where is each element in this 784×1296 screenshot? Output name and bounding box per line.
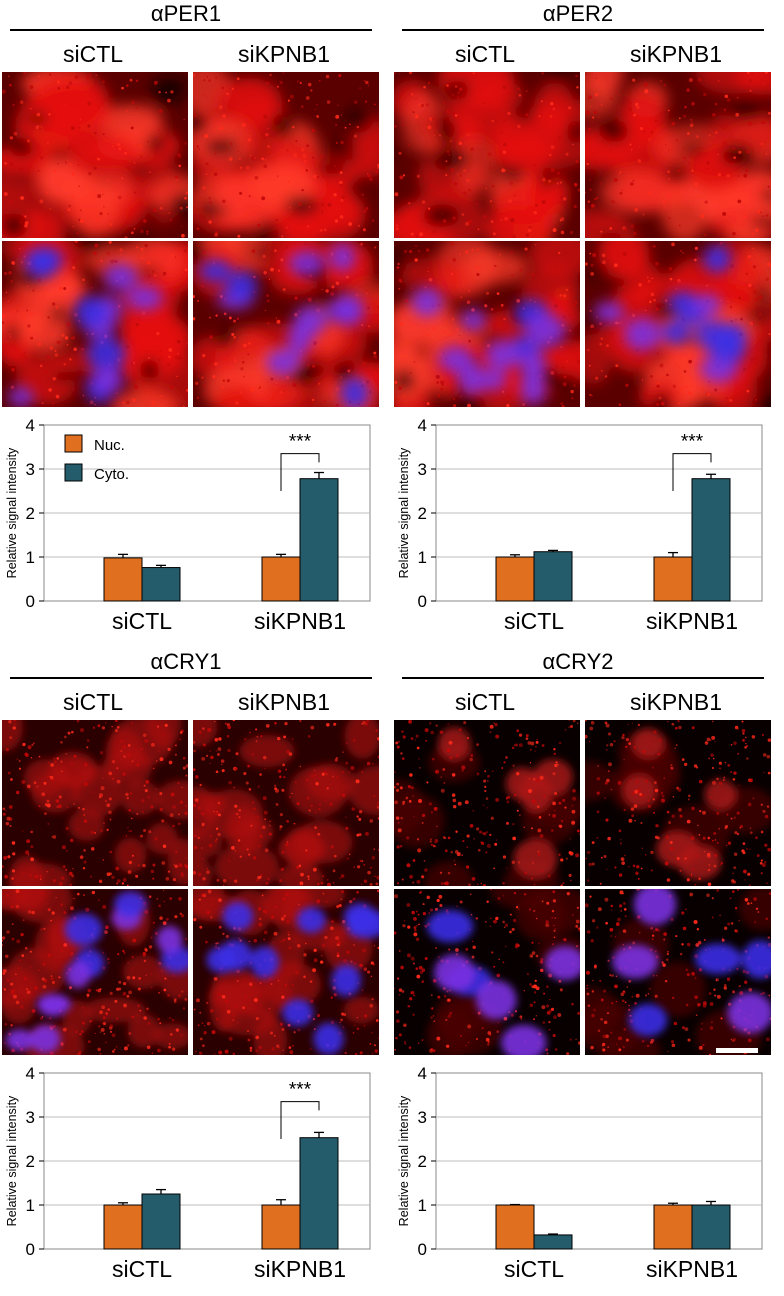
condition-label-sikpnb1: siKPNB1: [237, 41, 331, 67]
x-category-label: siCTL: [504, 608, 564, 634]
bar-cyto-sictl: [141, 1193, 181, 1250]
panel-title: αPER1: [150, 1, 222, 26]
x-category-label: siKPNB1: [254, 1256, 346, 1282]
micrograph-red-sictl: [394, 72, 580, 238]
micrograph-merge-sikpnb1: [585, 889, 771, 1055]
y-tick-label: 3: [26, 1108, 35, 1127]
title-rule: [10, 29, 372, 31]
significance-stars: ***: [289, 1080, 312, 1101]
y-tick-label: 3: [26, 460, 35, 479]
title-rule: [402, 29, 764, 31]
title-rule: [10, 677, 372, 679]
significance-stars: ***: [681, 432, 704, 453]
bar-cyto-sictl: [533, 551, 573, 602]
micrograph-red-sictl: [2, 720, 188, 886]
panel-cry2: αCRY2 siCTL siKPNB1 0 1 2 3 4 Relative signal…: [392, 648, 784, 1296]
y-tick-label: 4: [26, 1064, 35, 1083]
x-category-label: siKPNB1: [646, 1256, 738, 1282]
bar-chart: 0 1 2 3 4 Relative signal intensity siCTL siKPN…: [0, 410, 392, 648]
panel-title: αCRY2: [542, 649, 614, 674]
condition-label-sictl: siCTL: [454, 41, 516, 67]
x-category-label: siKPNB1: [646, 608, 738, 634]
scale-bar: [716, 1048, 758, 1053]
y-tick-label: 2: [418, 1152, 427, 1171]
y-tick-label: 4: [418, 416, 427, 435]
micrograph-merge-sictl: [2, 241, 188, 407]
significance-bracket: [280, 1101, 320, 1139]
y-tick-label: 2: [418, 504, 427, 523]
x-category-label: siKPNB1: [254, 608, 346, 634]
y-tick-label: 2: [26, 1152, 35, 1171]
condition-label-sikpnb1: siKPNB1: [629, 689, 723, 715]
panel-per1: αPER1 siCTL siKPNB1 0 1 2 3 4 Relative signal…: [0, 0, 392, 648]
bar-nuc-sikpnb1: [653, 1204, 693, 1250]
bar-cyto-sictl: [533, 1234, 573, 1250]
y-axis-label: Relative signal intensity: [397, 447, 411, 578]
y-tick-label: 0: [26, 1240, 35, 1259]
significance-stars: ***: [289, 432, 312, 453]
y-tick-label: 0: [26, 592, 35, 611]
micrograph-merge-sikpnb1: [193, 241, 379, 407]
y-tick-label: 4: [26, 416, 35, 435]
condition-label-sikpnb1: siKPNB1: [629, 41, 723, 67]
y-tick-label: 2: [26, 504, 35, 523]
micrograph-merge-sikpnb1: [193, 889, 379, 1055]
micrograph-merge-sictl: [394, 241, 580, 407]
significance-bracket: [672, 453, 712, 491]
bar-chart: 0 1 2 3 4 Relative signal intensity siCTL siKPN…: [0, 1058, 392, 1296]
bar-nuc-sikpnb1: [261, 1204, 301, 1250]
micrograph-red-sikpnb1: [193, 72, 379, 238]
x-category-label: siCTL: [112, 1256, 172, 1282]
panel-cry1: αCRY1 siCTL siKPNB1 0 1 2 3 4 Relative signal…: [0, 648, 392, 1296]
bar-cyto-sikpnb1: [691, 478, 731, 602]
bar-nuc-sikpnb1: [261, 556, 301, 602]
title-rule: [402, 677, 764, 679]
y-tick-label: 3: [418, 1108, 427, 1127]
x-category-label: siCTL: [504, 1256, 564, 1282]
condition-label-sictl: siCTL: [62, 41, 124, 67]
legend-swatch: [64, 434, 83, 453]
micrograph-red-sikpnb1: [585, 720, 771, 886]
bar-nuc-sikpnb1: [653, 556, 693, 602]
bar-nuc-sictl: [103, 557, 143, 602]
bar-cyto-sikpnb1: [299, 1137, 339, 1250]
bar-chart: 0 1 2 3 4 Relative signal intensity siCTL siKPN…: [392, 410, 784, 648]
y-tick-label: 0: [418, 1240, 427, 1259]
bar-nuc-sictl: [103, 1204, 143, 1250]
y-axis-label: Relative signal intensity: [5, 447, 19, 578]
condition-label-sikpnb1: siKPNB1: [237, 689, 331, 715]
bar-cyto-sictl: [141, 567, 181, 602]
panel-title: αPER2: [542, 1, 614, 26]
x-category-label: siCTL: [112, 608, 172, 634]
y-tick-label: 1: [26, 1196, 35, 1215]
y-axis-label: Relative signal intensity: [5, 1095, 19, 1226]
bar-cyto-sikpnb1: [691, 1204, 731, 1250]
y-tick-label: 3: [418, 460, 427, 479]
panel-title: αCRY1: [150, 649, 222, 674]
micrograph-merge-sictl: [2, 889, 188, 1055]
y-tick-label: 1: [418, 548, 427, 567]
y-tick-label: 1: [26, 548, 35, 567]
micrograph-red-sictl: [394, 720, 580, 886]
y-tick-label: 0: [418, 592, 427, 611]
bar-chart: 0 1 2 3 4 Relative signal intensity siCTL siKPN…: [392, 1058, 784, 1296]
y-tick-label: 1: [418, 1196, 427, 1215]
legend-swatch: [64, 463, 83, 482]
micrograph-merge-sikpnb1: [585, 241, 771, 407]
significance-bracket: [280, 453, 320, 491]
bar-nuc-sictl: [495, 556, 535, 602]
micrograph-red-sikpnb1: [585, 72, 771, 238]
micrograph-red-sikpnb1: [193, 720, 379, 886]
y-tick-label: 4: [418, 1064, 427, 1083]
y-axis-label: Relative signal intensity: [397, 1095, 411, 1226]
legend-label: Nuc.: [94, 437, 125, 454]
legend-label: Cyto.: [94, 466, 129, 483]
condition-label-sictl: siCTL: [62, 689, 124, 715]
condition-label-sictl: siCTL: [454, 689, 516, 715]
bar-nuc-sictl: [495, 1204, 535, 1250]
micrograph-merge-sictl: [394, 889, 580, 1055]
bar-cyto-sikpnb1: [299, 478, 339, 602]
micrograph-red-sictl: [2, 72, 188, 238]
panel-per2: αPER2 siCTL siKPNB1 0 1 2 3 4 Relative signal…: [392, 0, 784, 648]
